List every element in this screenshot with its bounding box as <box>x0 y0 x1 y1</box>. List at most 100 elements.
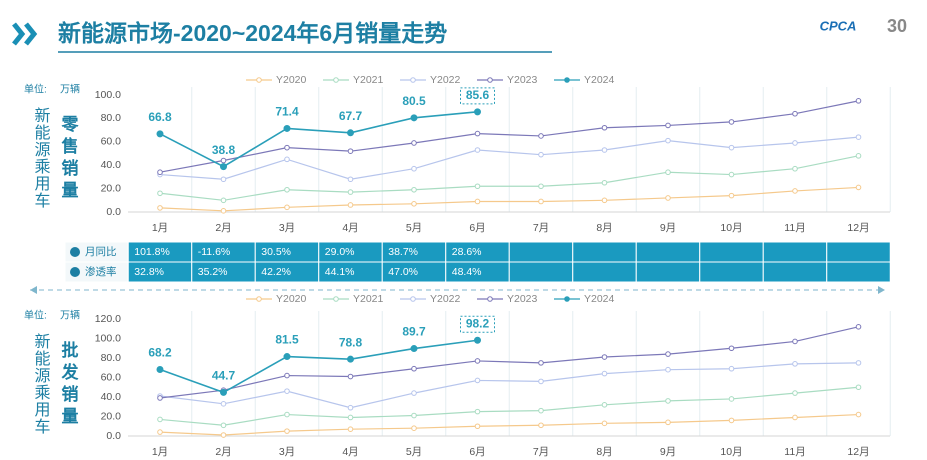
data-point <box>156 130 164 138</box>
data-point <box>347 404 354 411</box>
data-point <box>220 176 227 183</box>
data-point <box>284 372 290 379</box>
unit: 万辆 <box>60 83 80 96</box>
x-tick-label: 1月 <box>152 222 168 234</box>
table-value: 44.1% <box>325 266 355 278</box>
data-point <box>284 144 290 151</box>
data-point <box>665 351 671 357</box>
data-point <box>157 429 163 435</box>
data-point <box>411 165 417 172</box>
legend-marker <box>256 296 262 302</box>
legend-marker <box>410 77 416 83</box>
series-line <box>159 339 478 394</box>
x-tick-label: 3月 <box>279 222 295 234</box>
data-label: 80.5 <box>402 94 426 108</box>
data-point <box>347 373 354 380</box>
data-point <box>411 140 417 146</box>
data-point <box>792 140 798 146</box>
y-tick-label: 60.0 <box>101 371 122 383</box>
table-cell <box>572 241 637 263</box>
x-tick-label: 2月 <box>215 446 231 458</box>
data-point <box>220 422 227 429</box>
data-point <box>284 428 290 434</box>
data-point <box>347 189 354 195</box>
table-cell <box>508 261 574 283</box>
x-tick-label: 7月 <box>533 222 549 234</box>
data-point <box>157 169 163 176</box>
data-point <box>538 133 544 139</box>
data-point <box>220 197 227 204</box>
data-point <box>792 188 798 194</box>
legend-marker <box>564 296 570 302</box>
x-tick-label: 9月 <box>660 446 676 458</box>
table-cell <box>762 261 828 283</box>
data-point <box>411 186 417 193</box>
data-point <box>410 114 418 122</box>
data-label: 66.8 <box>148 110 172 124</box>
y-tick-label: 80.0 <box>101 112 122 124</box>
y-tick-label: 0.0 <box>106 430 121 442</box>
data-point <box>855 324 862 330</box>
data-point <box>474 147 481 153</box>
y-tick-label: 80.0 <box>101 352 122 364</box>
y-tick-label: 100.0 <box>95 89 121 101</box>
series-line <box>159 386 859 426</box>
data-point <box>220 163 227 171</box>
row-icon <box>70 267 80 277</box>
data-point <box>284 204 290 211</box>
table-value: 32.8% <box>134 266 164 278</box>
table-value: 35.2% <box>198 266 228 278</box>
data-point <box>284 156 290 163</box>
data-point <box>601 420 608 427</box>
data-point <box>538 360 544 366</box>
data-point <box>347 202 354 208</box>
x-tick-label: 11月 <box>784 446 805 458</box>
x-tick-label: 11月 <box>784 222 805 234</box>
data-point <box>283 353 291 361</box>
data-point <box>601 370 608 377</box>
data-point <box>347 414 354 421</box>
legend-label: Y2020 <box>276 293 307 305</box>
legend-marker <box>487 77 493 83</box>
data-point <box>284 411 290 418</box>
data-point <box>792 361 798 367</box>
x-tick-label: 1月 <box>152 446 168 458</box>
data-point <box>792 414 798 421</box>
table-value: 47.0% <box>388 266 418 278</box>
table-value: 101.8% <box>134 246 170 258</box>
data-label: 81.5 <box>275 333 299 347</box>
legend-label: Y2024 <box>584 293 615 305</box>
table-cell <box>572 261 637 283</box>
data-point <box>728 396 735 402</box>
table-cell <box>826 261 891 283</box>
title-chevron <box>12 22 38 46</box>
x-tick-label: 2月 <box>215 222 231 234</box>
data-point <box>665 122 671 129</box>
data-point <box>220 157 227 164</box>
data-point <box>157 395 163 401</box>
data-label: 67.7 <box>339 109 363 123</box>
data-point <box>538 378 544 385</box>
x-tick-label: 7月 <box>533 446 549 458</box>
data-point <box>220 432 227 438</box>
data-point <box>665 137 671 144</box>
data-label: 38.8 <box>212 143 236 157</box>
data-point <box>474 377 481 384</box>
data-point <box>538 407 544 414</box>
data-point <box>474 130 481 137</box>
data-point <box>728 345 735 352</box>
x-tick-label: 12月 <box>847 446 869 458</box>
legend-marker <box>256 77 262 83</box>
data-point <box>855 134 862 140</box>
data-point <box>474 358 481 364</box>
page-title: 新能源市场-2020~2024年6月销量走势 <box>58 20 447 46</box>
x-tick-label: 12月 <box>847 222 869 234</box>
series-line <box>159 413 859 436</box>
data-point <box>728 417 735 424</box>
data-point <box>347 176 354 183</box>
legend-marker <box>564 77 570 83</box>
data-point <box>792 110 798 117</box>
y-tick-label: 100.0 <box>95 332 121 344</box>
data-point <box>538 183 544 190</box>
data-label: 71.4 <box>275 105 299 119</box>
